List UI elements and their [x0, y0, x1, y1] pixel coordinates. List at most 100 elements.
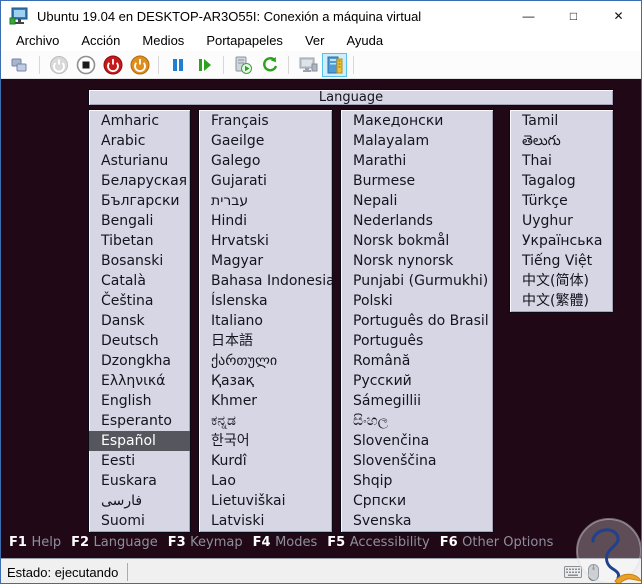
language-option[interactable]: Hrvatski	[211, 233, 269, 249]
language-option[interactable]: Русский	[353, 373, 412, 389]
language-option[interactable]: Gujarati	[211, 173, 267, 189]
language-option[interactable]: Punjabi (Gurmukhi)	[353, 273, 489, 289]
language-option[interactable]: Esperanto	[101, 413, 172, 429]
fkey-f1[interactable]: F1 Help	[9, 535, 61, 550]
language-option[interactable]: Bosanski	[101, 253, 164, 269]
language-option[interactable]: Thai	[522, 153, 552, 169]
language-option[interactable]: Македонски	[353, 113, 444, 129]
basic-session-button[interactable]	[295, 53, 320, 77]
language-option[interactable]: Íslenska	[211, 293, 268, 309]
language-option[interactable]: Slovenčina	[353, 433, 430, 449]
save-button[interactable]	[127, 53, 152, 77]
fkey-f6[interactable]: F6 Other Options	[440, 535, 554, 550]
language-option[interactable]: Português	[353, 333, 424, 349]
language-option[interactable]: Lietuviškai	[211, 493, 286, 509]
language-option[interactable]: فارسی	[101, 493, 143, 509]
language-option[interactable]: Português do Brasil	[353, 313, 489, 329]
menu-portapapeles[interactable]: Portapapeles	[206, 33, 283, 48]
language-option[interactable]: Amharic	[101, 113, 160, 129]
language-option[interactable]: Deutsch	[101, 333, 159, 349]
language-option[interactable]: Български	[101, 193, 180, 209]
menu-acción[interactable]: Acción	[81, 33, 121, 48]
language-option[interactable]: Українська	[522, 233, 603, 249]
language-option[interactable]: Lao	[211, 473, 236, 489]
language-option[interactable]: Română	[353, 353, 411, 369]
maximize-button[interactable]: □	[569, 9, 578, 23]
language-option[interactable]: Norsk nynorsk	[353, 253, 454, 269]
fkey-f5[interactable]: F5 Accessibility	[327, 535, 429, 550]
language-option[interactable]: 日本語	[211, 333, 253, 349]
language-option[interactable]: Bengali	[101, 213, 154, 229]
shut-down-button[interactable]	[100, 53, 125, 77]
language-option[interactable]: Español	[89, 431, 190, 451]
language-option[interactable]: Català	[101, 273, 146, 289]
language-option[interactable]: ಕನ್ನಡ	[211, 413, 236, 429]
language-option[interactable]: Ελληνικά	[101, 373, 166, 389]
language-option[interactable]: Euskara	[101, 473, 157, 489]
language-option[interactable]: עברית	[211, 193, 249, 209]
language-option[interactable]: Bahasa Indonesia	[211, 273, 332, 289]
language-option[interactable]: Dansk	[101, 313, 145, 329]
language-option[interactable]: Français	[211, 113, 269, 129]
checkpoint-button[interactable]	[230, 53, 255, 77]
language-option[interactable]: 中文(繁體)	[522, 293, 589, 309]
language-option[interactable]: Italiano	[211, 313, 263, 329]
language-option[interactable]: Tagalog	[522, 173, 576, 189]
language-option[interactable]: Norsk bokmål	[353, 233, 450, 249]
language-option[interactable]: Tiếng Việt	[522, 253, 593, 269]
language-option[interactable]: Slovenščina	[353, 453, 437, 469]
language-option[interactable]: Galego	[211, 153, 261, 169]
language-option[interactable]: ქართული	[211, 353, 278, 369]
language-option[interactable]: Hindi	[211, 213, 248, 229]
start-button[interactable]	[46, 53, 71, 77]
resume-button[interactable]	[192, 53, 217, 77]
ctrl-alt-del-button[interactable]	[8, 53, 33, 77]
menu-ver[interactable]: Ver	[304, 33, 325, 48]
language-option[interactable]: Suomi	[101, 513, 145, 529]
language-option[interactable]: සිංහල	[353, 413, 389, 429]
language-option[interactable]: Malayalam	[353, 133, 430, 149]
language-option[interactable]: Sámegillii	[353, 393, 422, 409]
language-option[interactable]: Kurdî	[211, 453, 247, 469]
language-option[interactable]: Dzongkha	[101, 353, 172, 369]
language-option[interactable]: 中文(简体)	[522, 273, 589, 289]
language-option[interactable]: Беларуская	[101, 173, 188, 189]
vm-display[interactable]: Language Amharic Arabic Asturianu Беларуска…	[1, 79, 641, 558]
language-option[interactable]: Latviski	[211, 513, 265, 529]
language-option[interactable]: Magyar	[211, 253, 264, 269]
menu-ayuda[interactable]: Ayuda	[346, 33, 384, 48]
language-option[interactable]: Српски	[353, 493, 407, 509]
language-option[interactable]: Arabic	[101, 133, 146, 149]
revert-button[interactable]	[257, 53, 282, 77]
language-option[interactable]: Nederlands	[353, 213, 433, 229]
language-option[interactable]: 한국어	[211, 433, 250, 449]
language-option[interactable]: Türkçe	[522, 193, 568, 209]
language-option[interactable]: Uyghur	[522, 213, 573, 229]
language-option[interactable]: Tibetan	[101, 233, 154, 249]
language-option[interactable]: Asturianu	[101, 153, 169, 169]
turn-off-button[interactable]	[73, 53, 98, 77]
language-option[interactable]: Polski	[353, 293, 393, 309]
fkey-f4[interactable]: F4 Modes	[253, 535, 318, 550]
language-option[interactable]: Svenska	[353, 513, 412, 529]
close-button[interactable]: ✕	[613, 9, 624, 23]
language-option[interactable]: Қазақ	[211, 373, 254, 389]
language-option[interactable]: Čeština	[101, 293, 154, 309]
language-option[interactable]: Eesti	[101, 453, 136, 469]
language-option[interactable]: Tamil	[522, 113, 559, 129]
language-option[interactable]: Nepali	[353, 193, 398, 209]
language-option[interactable]: Khmer	[211, 393, 258, 409]
fkey-f2[interactable]: F2 Language	[71, 535, 158, 550]
language-option[interactable]: Marathi	[353, 153, 407, 169]
language-option[interactable]: Burmese	[353, 173, 416, 189]
menu-medios[interactable]: Medios	[142, 33, 185, 48]
language-option[interactable]: English	[101, 393, 152, 409]
fkey-f3[interactable]: F3 Keymap	[168, 535, 243, 550]
language-option[interactable]: తెలుగు	[522, 133, 561, 149]
pause-button[interactable]	[165, 53, 190, 77]
menu-archivo[interactable]: Archivo	[16, 33, 60, 48]
enhanced-session-button[interactable]	[322, 52, 347, 77]
language-option[interactable]: Shqip	[353, 473, 393, 489]
minimize-button[interactable]: —	[522, 9, 535, 23]
language-option[interactable]: Gaeilge	[211, 133, 265, 149]
